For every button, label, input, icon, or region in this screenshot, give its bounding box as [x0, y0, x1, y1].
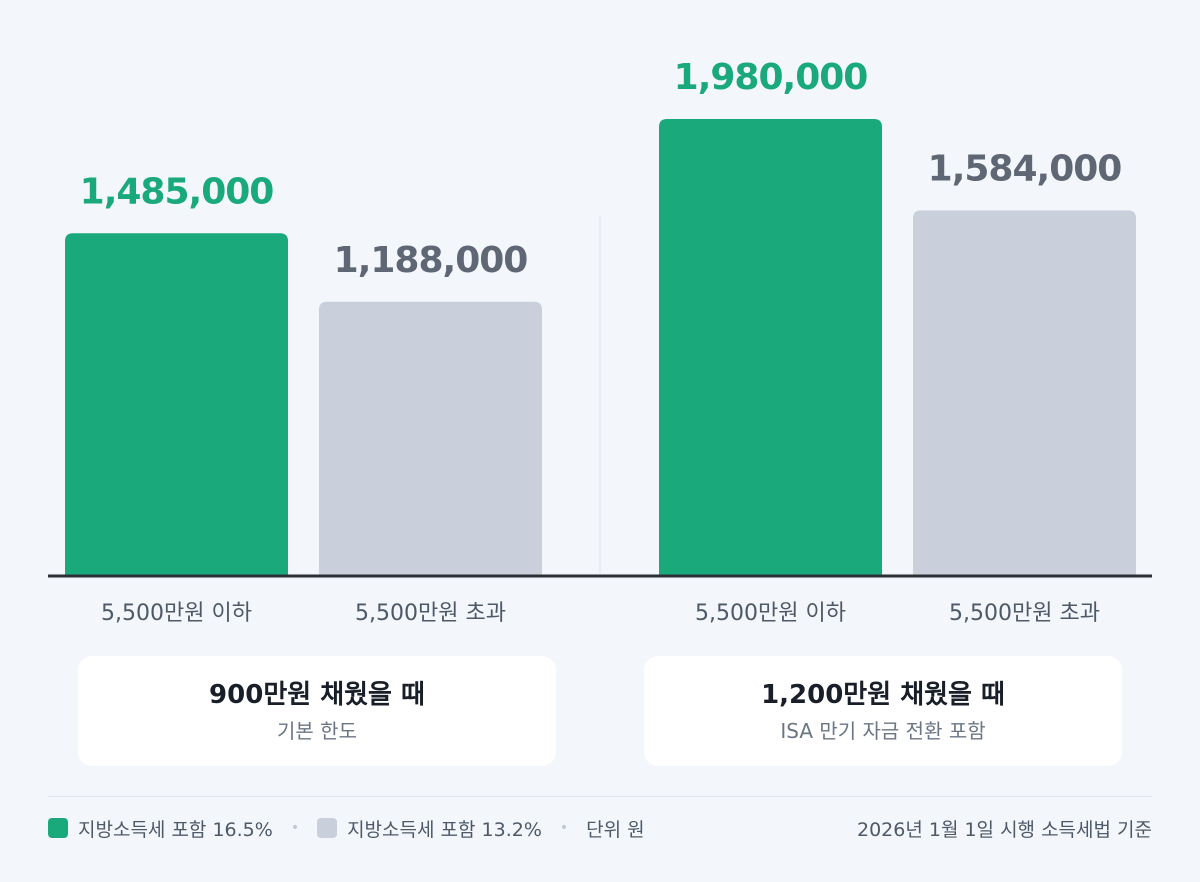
- legend-item-gray: 지방소득세 포함 13.2%: [317, 815, 542, 842]
- group-subtitle: ISA 만기 자금 전환 포함: [780, 719, 986, 743]
- bar-green: [65, 233, 288, 576]
- footer-divider: [48, 796, 1152, 797]
- unit-label: 단위 원: [586, 818, 645, 841]
- bar-green: [659, 119, 882, 576]
- category-label: 5,500만원 이하: [101, 601, 252, 626]
- legend-swatch-green: [48, 818, 68, 838]
- category-label: 5,500만원 이하: [695, 601, 846, 626]
- bar-chart: 1,485,000 5,500만원 이하 1,188,000 5,500만원 초과 1,…: [48, 57, 1152, 626]
- legend: 지방소득세 포함 16.5% • 지방소득세 포함 13.2% • 단위 원 2…: [48, 813, 1152, 843]
- value-label: 1,188,000: [334, 240, 528, 281]
- legend-label: 지방소득세 포함 13.2%: [347, 818, 542, 841]
- group-card-isa: 1,200만원 채웠을 때 ISA 만기 자금 전환 포함: [644, 656, 1122, 766]
- legend-label: 지방소득세 포함 16.5%: [78, 818, 273, 841]
- legend-item-green: 지방소득세 포함 16.5%: [48, 815, 273, 842]
- group-title: 1,200만원 채웠을 때: [761, 680, 1005, 710]
- bar-gray: [913, 210, 1136, 576]
- category-label: 5,500만원 초과: [355, 601, 506, 626]
- legend-swatch-gray: [317, 818, 338, 838]
- group-subtitle: 기본 한도: [277, 719, 357, 743]
- value-label: 1,485,000: [80, 171, 274, 212]
- separator-dot: •: [290, 820, 300, 836]
- source-note: 2026년 1월 1일 시행 소득세법 기준: [856, 818, 1152, 841]
- separator-dot: •: [559, 820, 569, 836]
- bar-gray: [319, 301, 542, 576]
- group-title: 900만원 채웠을 때: [209, 680, 425, 710]
- category-label: 5,500만원 초과: [949, 601, 1100, 626]
- group-card-basic: 900만원 채웠을 때 기본 한도: [78, 656, 556, 766]
- value-label: 1,584,000: [928, 148, 1122, 189]
- value-label: 1,980,000: [674, 57, 868, 98]
